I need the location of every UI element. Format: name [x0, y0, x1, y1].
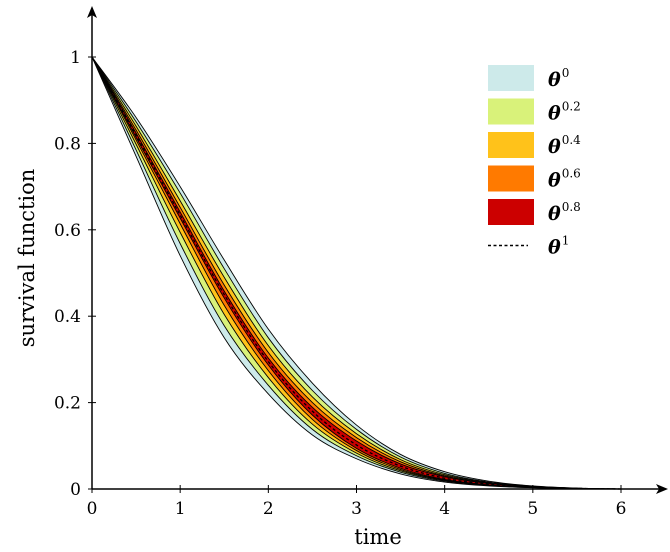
band-series-4 [91, 56, 622, 490]
legend-entry-label: θ0.8 [548, 200, 581, 225]
legend: θ0 θ0.2 θ0.4 θ0.6 θ0.8 θ1 [488, 65, 581, 259]
tick-layer: 0 1 2 3 4 5 6 0 0.2 0.4 0.6 0.8 1 [54, 48, 626, 519]
legend-entry-label: θ0.2 [548, 100, 581, 125]
y-tick-label: 1 [70, 48, 81, 68]
x-tick-label: 1 [175, 499, 186, 519]
x-axis-arrow [656, 484, 668, 494]
y-tick-label: 0.2 [54, 394, 81, 414]
axes [87, 6, 668, 494]
x-axis-label: time [354, 525, 402, 549]
y-tick-label: 0.4 [54, 307, 81, 327]
legend-swatch [488, 98, 534, 125]
line-series-5 [91, 56, 622, 490]
line-layer [91, 56, 622, 490]
legend-entry-label: θ0.4 [548, 133, 581, 158]
legend-swatch [488, 165, 534, 192]
band-layer [91, 56, 622, 490]
y-axis-label: survival function [15, 169, 39, 348]
band-series-1 [91, 56, 622, 490]
x-tick-label: 2 [263, 499, 274, 519]
legend-swatch [488, 132, 534, 158]
legend-entry-label: θ1 [548, 234, 569, 259]
legend-swatch [488, 65, 534, 91]
band-series-2 [91, 56, 622, 490]
legend-entry-label: θ0.6 [548, 167, 581, 192]
x-tick-label: 5 [527, 499, 538, 519]
x-tick-label: 3 [351, 499, 362, 519]
band-series-3 [91, 56, 622, 490]
legend-entry-label: θ0 [548, 66, 569, 91]
legend-swatch [488, 199, 534, 225]
y-tick-label: 0.8 [54, 134, 81, 154]
band-series-0 [91, 56, 622, 490]
y-tick-label: 0.6 [54, 221, 81, 241]
x-tick-label: 0 [87, 499, 98, 519]
y-axis-arrow [87, 6, 97, 18]
y-tick-label: 0 [70, 480, 81, 500]
x-tick-label: 4 [439, 499, 450, 519]
x-tick-label: 6 [616, 499, 627, 519]
